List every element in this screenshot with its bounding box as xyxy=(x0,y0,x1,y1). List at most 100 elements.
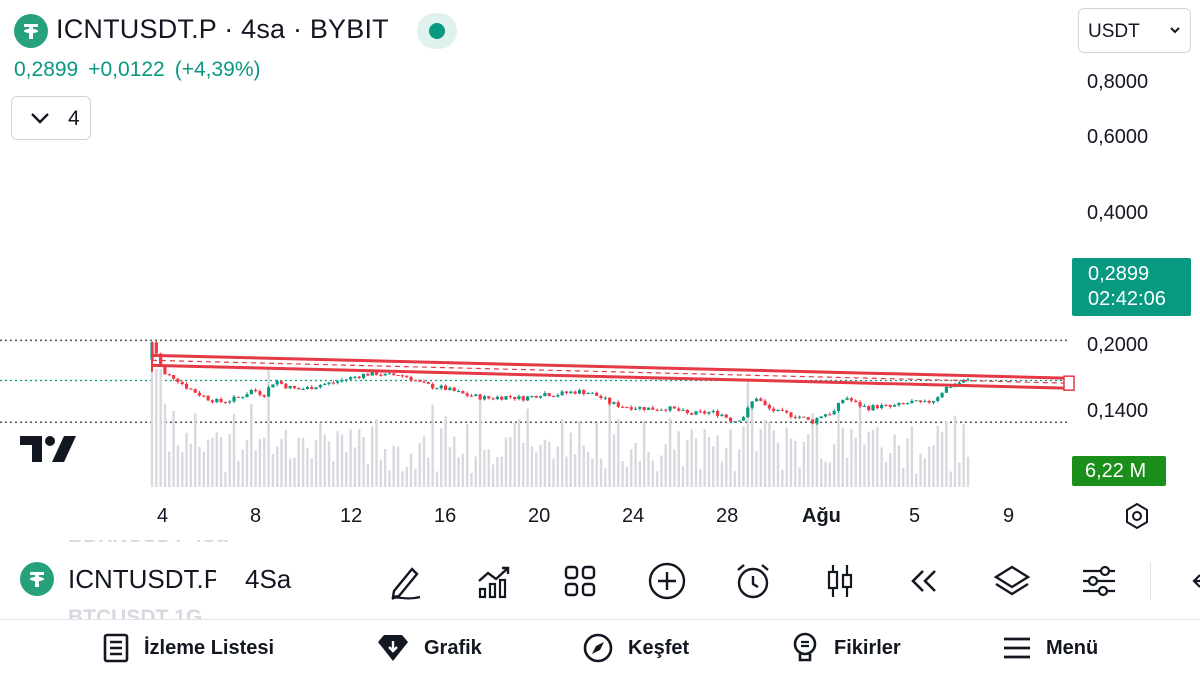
volume-bar xyxy=(742,426,745,487)
volume-bar xyxy=(681,466,685,487)
candle-body xyxy=(271,384,275,388)
candle-body xyxy=(383,373,387,376)
volume-bar xyxy=(591,458,594,487)
candle-body xyxy=(646,407,651,410)
chart-toolbar: BDXNUSDT 4Sa BTCUSDT 1G ICNTUSDT.P 4Sa xyxy=(0,540,1200,620)
settings-sliders-icon[interactable] xyxy=(1077,559,1121,603)
candle-body xyxy=(573,391,577,394)
volume-bar xyxy=(880,447,883,487)
volume-bar xyxy=(327,441,331,487)
ghost-symbol-bottom: BTCUSDT 1G xyxy=(68,606,203,620)
candle-body xyxy=(642,407,646,410)
volume-bar xyxy=(465,424,469,487)
volume-bar xyxy=(759,429,762,487)
alarm-clock-icon[interactable] xyxy=(731,559,775,603)
volume-bar xyxy=(802,441,806,487)
nav-explore[interactable]: Keşfet xyxy=(582,630,689,666)
volume-bar xyxy=(785,427,788,487)
candlestick-type-icon[interactable] xyxy=(818,559,862,603)
volume-bar xyxy=(401,471,404,487)
candle-body xyxy=(711,410,715,413)
symbol-title[interactable]: ICNTUSDT.P · 4sa · BYBIT xyxy=(56,14,389,44)
candle-body xyxy=(439,385,443,389)
add-plus-icon[interactable] xyxy=(645,559,689,603)
volume-bar xyxy=(526,408,529,487)
candle-body xyxy=(534,396,538,398)
layers-icon[interactable] xyxy=(990,559,1034,603)
candle-body xyxy=(815,418,819,424)
candle-body xyxy=(202,395,206,397)
price-chart[interactable] xyxy=(0,0,1200,540)
volume-bar xyxy=(530,446,534,487)
candle-body xyxy=(893,405,897,407)
candle-body xyxy=(780,409,784,411)
candle-body xyxy=(370,371,374,376)
volume-bar xyxy=(625,467,629,487)
candle-body xyxy=(456,391,461,393)
candle-body xyxy=(599,395,603,398)
toolbar-resolution[interactable]: 4Sa xyxy=(245,564,292,594)
chart-area[interactable]: 0,8000 0,6000 0,4000 0,2000 0,1400 4 8 1… xyxy=(0,0,1200,540)
currency-select[interactable]: USDT xyxy=(1078,8,1191,53)
toolbar-symbol[interactable]: ICNTUSDT.P xyxy=(68,564,216,594)
volume-bar xyxy=(845,458,849,487)
volume-bar xyxy=(552,458,555,487)
volume-bar xyxy=(729,429,732,487)
nav-ideas[interactable]: Fikirler xyxy=(790,630,901,666)
candle-body xyxy=(651,407,655,410)
candle-body xyxy=(927,401,931,403)
volume-bar xyxy=(358,429,361,487)
candle-body xyxy=(823,414,828,417)
chart-settings-icon[interactable] xyxy=(1122,501,1152,536)
candle-body xyxy=(612,402,616,404)
candle-body xyxy=(206,395,210,401)
candle-body xyxy=(284,383,288,389)
candle-body xyxy=(500,396,504,400)
layout-grid-icon[interactable] xyxy=(558,559,602,603)
volume-bar xyxy=(958,462,961,487)
volume-bar xyxy=(906,438,909,487)
candle-body xyxy=(249,389,253,395)
candle-body xyxy=(789,412,793,417)
volume-bar xyxy=(556,446,560,487)
candle-body xyxy=(422,381,426,383)
volume-bar xyxy=(962,424,965,487)
candle-body xyxy=(241,397,245,399)
volume-bar xyxy=(565,456,568,487)
nav-watchlist[interactable]: İzleme Listesi xyxy=(102,630,274,666)
volume-bar xyxy=(448,447,452,487)
time-label-agu: Ağu xyxy=(802,505,841,527)
nav-watchlist-label: İzleme Listesi xyxy=(144,636,275,659)
tradingview-logo-icon[interactable] xyxy=(20,434,76,469)
volume-bar xyxy=(306,448,309,487)
replay-rewind-icon[interactable] xyxy=(903,559,947,603)
candle-body xyxy=(409,377,413,381)
volume-bar xyxy=(440,428,443,487)
candle-body xyxy=(884,404,888,406)
nav-chart[interactable]: Grafik xyxy=(376,630,482,666)
indicators-icon[interactable] xyxy=(472,559,516,603)
volume-bar xyxy=(193,413,197,487)
candle-body xyxy=(353,376,357,378)
volume-bar xyxy=(763,419,767,487)
volume-bar xyxy=(474,456,478,487)
volume-bar xyxy=(733,471,737,487)
indicator-collapse-button[interactable]: 4 xyxy=(11,96,91,140)
volume-bar xyxy=(949,471,952,487)
volume-bar xyxy=(832,444,836,487)
volume-bar xyxy=(703,429,706,487)
market-open-indicator[interactable] xyxy=(417,13,457,49)
volume-bar xyxy=(206,439,210,487)
candle-body xyxy=(167,374,171,376)
volume-bar xyxy=(560,419,564,487)
volume-bar xyxy=(535,452,538,487)
volume-bar xyxy=(850,428,853,487)
candle-body xyxy=(327,382,331,384)
bottom-navigation: İzleme Listesi Grafik Keşfet Fikirler Me… xyxy=(0,620,1200,675)
candle-body xyxy=(845,398,849,400)
back-arrow-icon[interactable] xyxy=(1176,559,1200,603)
volume-bar xyxy=(504,437,508,487)
nav-menu[interactable]: Menü xyxy=(1002,630,1098,666)
drawing-tools-icon[interactable] xyxy=(384,559,428,603)
candle-body xyxy=(936,397,940,401)
